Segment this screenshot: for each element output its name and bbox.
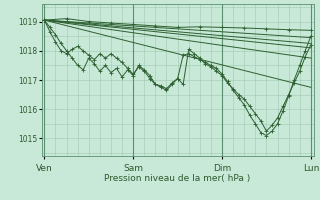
X-axis label: Pression niveau de la mer( hPa ): Pression niveau de la mer( hPa ) (104, 174, 251, 183)
